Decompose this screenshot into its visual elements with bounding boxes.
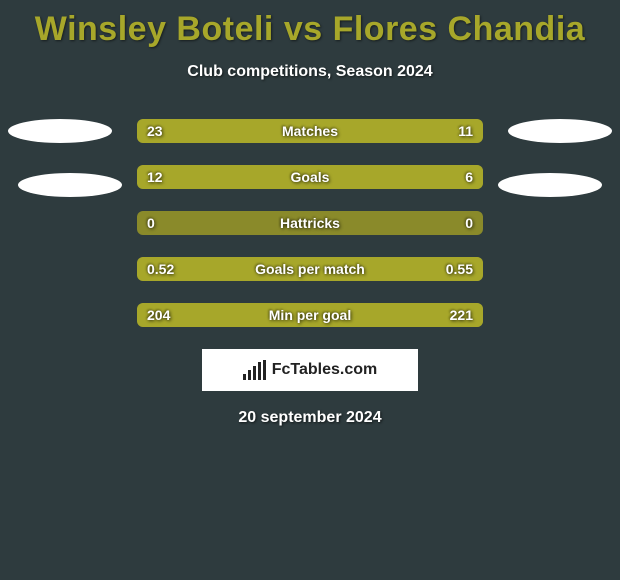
row-label: Goals per match [137, 257, 483, 281]
page-title: Winsley Boteli vs Flores Chandia [0, 0, 620, 49]
date-label: 20 september 2024 [0, 409, 620, 427]
compare-row: 23 Matches 11 [137, 119, 483, 143]
brand-bars-icon [243, 360, 266, 380]
compare-row: 0.52 Goals per match 0.55 [137, 257, 483, 281]
value-right: 0 [455, 211, 483, 235]
subtitle: Club competitions, Season 2024 [0, 63, 620, 81]
player-left-avatar-2 [18, 173, 122, 197]
row-label: Matches [137, 119, 483, 143]
row-label: Hattricks [137, 211, 483, 235]
compare-row: 0 Hattricks 0 [137, 211, 483, 235]
row-label: Goals [137, 165, 483, 189]
compare-chart: 23 Matches 11 12 Goals 6 0 Hattricks 0 0… [0, 119, 620, 427]
value-right: 221 [440, 303, 483, 327]
compare-row: 204 Min per goal 221 [137, 303, 483, 327]
player-right-avatar-2 [498, 173, 602, 197]
compare-rows: 23 Matches 11 12 Goals 6 0 Hattricks 0 0… [137, 119, 483, 327]
player-left-avatar-1 [8, 119, 112, 143]
player-right-avatar-1 [508, 119, 612, 143]
brand-text: FcTables.com [272, 361, 378, 379]
brand-badge: FcTables.com [202, 349, 418, 391]
compare-row: 12 Goals 6 [137, 165, 483, 189]
value-right: 6 [455, 165, 483, 189]
value-right: 0.55 [436, 257, 483, 281]
row-label: Min per goal [137, 303, 483, 327]
value-right: 11 [448, 119, 483, 143]
